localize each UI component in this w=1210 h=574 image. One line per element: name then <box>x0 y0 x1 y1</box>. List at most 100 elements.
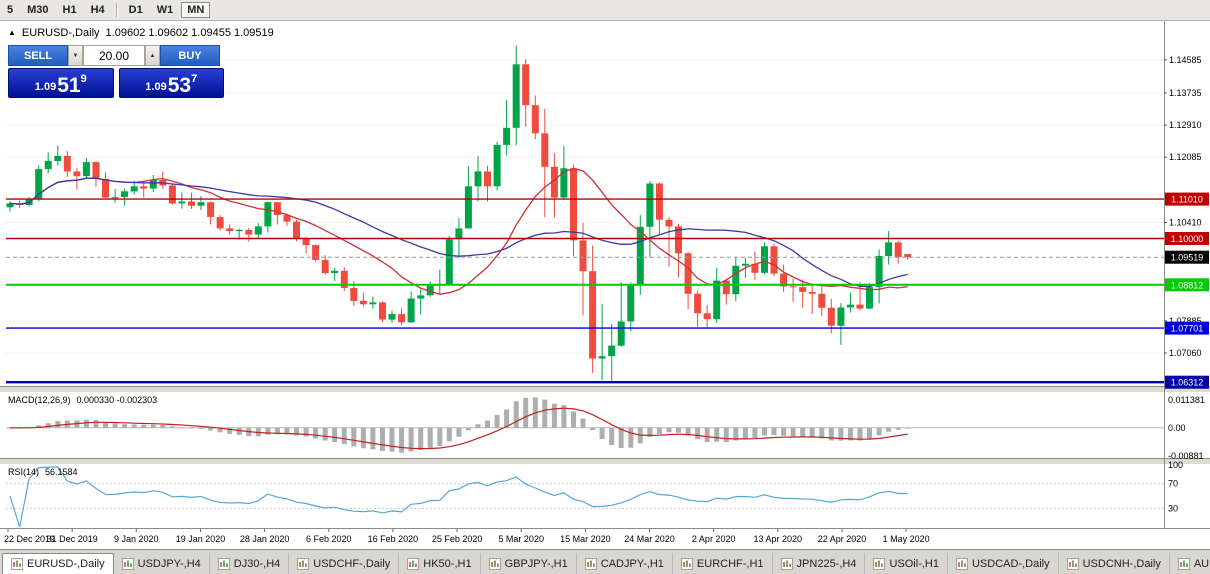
tab-label: AUDUS <box>1193 557 1210 570</box>
tab-label: JPN225-,H4 <box>796 557 857 570</box>
rsi-name: RSI(14) <box>8 467 40 477</box>
chart-tab-icon <box>780 557 793 570</box>
tab-label: CADJPY-,H1 <box>600 557 664 570</box>
tab-label: USDCHF-,Daily <box>313 557 391 570</box>
svg-text:1.12085: 1.12085 <box>1169 152 1202 162</box>
chart-title: ▲ EURUSD-,Daily 1.09602 1.09602 1.09455 … <box>8 27 274 39</box>
svg-text:1.06312: 1.06312 <box>1171 378 1204 388</box>
tab-hk50-h1[interactable]: HK50-,H1 <box>399 553 481 574</box>
svg-text:9 Jan 2020: 9 Jan 2020 <box>114 534 159 544</box>
svg-text:1.10410: 1.10410 <box>1169 218 1202 228</box>
one-click-trading-panel: SELL ▼ ▲ BUY 1.09 51 9 1.09 53 7 <box>8 45 224 98</box>
timeframe-toolbar: 5 M30 H1 H4 D1 W1 MN <box>0 0 1210 21</box>
chart-tab-icon <box>873 557 886 570</box>
svg-text:1 May 2020: 1 May 2020 <box>883 534 930 544</box>
volume-decrease-button[interactable]: ▼ <box>68 45 83 66</box>
chart-tab-icon <box>955 557 968 570</box>
tab-usdjpy-h4[interactable]: USDJPY-,H4 <box>114 553 210 574</box>
svg-text:-0.00881: -0.00881 <box>1168 451 1204 461</box>
svg-text:1.12910: 1.12910 <box>1169 120 1202 130</box>
candles-layer <box>6 45 912 381</box>
rsi-value: 56.1584 <box>45 467 78 477</box>
tab-eurusd-daily[interactable]: EURUSD-,Daily <box>2 553 114 574</box>
tab-label: USDJPY-,H4 <box>137 557 201 570</box>
timeframe-button-mn[interactable]: MN <box>181 2 211 18</box>
volume-input[interactable] <box>83 45 145 66</box>
chart-area[interactable]: 0.011381 0.00 -0.00881 100 70 30 1.14585 1.1373… <box>0 21 1210 549</box>
tab-usdcnh-daily[interactable]: USDCNH-,Daily <box>1059 553 1170 574</box>
volume-increase-button[interactable]: ▲ <box>145 45 160 66</box>
macd-signal-line <box>10 407 908 450</box>
sell-button[interactable]: SELL <box>8 45 68 66</box>
sell-price-figure: 1.09 <box>34 81 57 93</box>
chart-tabbar: EURUSD-,Daily USDJPY-,H4 DJ30-,H4 USDCHF-,D… <box>0 549 1210 574</box>
tab-eurchf-h1[interactable]: EURCHF-,H1 <box>673 553 773 574</box>
tab-jpn225-h4[interactable]: JPN225-,H4 <box>773 553 866 574</box>
timeframe-button-5[interactable]: 5 <box>7 4 14 16</box>
chart-tab-icon <box>680 557 693 570</box>
macd-name: MACD(12,26,9) <box>8 395 71 405</box>
svg-text:70: 70 <box>1168 479 1178 489</box>
svg-text:19 Jan 2020: 19 Jan 2020 <box>176 534 226 544</box>
tab-audus[interactable]: AUDUS <box>1170 553 1210 574</box>
tab-cadjpy-h1[interactable]: CADJPY-,H1 <box>577 553 673 574</box>
svg-text:1.07701: 1.07701 <box>1171 324 1204 334</box>
svg-text:100: 100 <box>1168 460 1183 470</box>
tab-usoil-h1[interactable]: USOil-,H1 <box>865 553 948 574</box>
chart-tab-icon <box>297 557 310 570</box>
volume-up-icon: ▲ <box>149 52 156 59</box>
chart-tab-icon <box>121 557 134 570</box>
tab-gbpjpy-h1[interactable]: GBPJPY-,H1 <box>481 553 577 574</box>
collapse-chart-icon[interactable]: ▲ <box>8 28 16 37</box>
timeframe-button-w1[interactable]: W1 <box>156 4 174 16</box>
chart-tab-icon <box>11 558 23 570</box>
tab-dj30-h4[interactable]: DJ30-,H4 <box>210 553 290 574</box>
sell-price-button[interactable]: 1.09 51 9 <box>8 68 114 98</box>
buy-price-pips: 53 <box>167 74 192 97</box>
svg-text:22 Dec 2019: 22 Dec 2019 <box>4 534 55 544</box>
timeframe-button-h4[interactable]: H4 <box>90 4 105 16</box>
tab-usdchf-daily[interactable]: USDCHF-,Daily <box>289 553 400 574</box>
buy-price-button[interactable]: 1.09 53 7 <box>118 68 224 98</box>
tab-usdcad-daily[interactable]: USDCAD-,Daily <box>948 553 1059 574</box>
timeframe-button-m30[interactable]: M30 <box>27 4 49 16</box>
timeframe-button-d1[interactable]: D1 <box>128 4 143 16</box>
chart-tab-icon <box>1177 557 1190 570</box>
tab-label: GBPJPY-,H1 <box>504 557 568 570</box>
buy-price-point: 7 <box>191 73 198 85</box>
svg-text:1.07885: 1.07885 <box>1169 316 1202 326</box>
chart-tab-icon <box>488 557 501 570</box>
toolbar-separator <box>115 3 118 17</box>
svg-text:31 Dec 2019: 31 Dec 2019 <box>47 534 98 544</box>
tab-label: EURUSD-,Daily <box>27 558 105 570</box>
svg-text:1.10000: 1.10000 <box>1171 234 1204 244</box>
buy-price-figure: 1.09 <box>145 81 167 93</box>
tab-label: EURCHF-,H1 <box>696 557 764 570</box>
svg-text:13 Apr 2020: 13 Apr 2020 <box>754 534 803 544</box>
svg-text:2 Apr 2020: 2 Apr 2020 <box>692 534 736 544</box>
moving-average-line <box>9 177 908 288</box>
sell-price-pips: 51 <box>57 74 81 97</box>
chart-tab-icon <box>407 557 420 570</box>
chart-tab-icon <box>1066 557 1079 570</box>
svg-text:24 Mar 2020: 24 Mar 2020 <box>624 534 675 544</box>
svg-text:1.09519: 1.09519 <box>1171 253 1204 263</box>
svg-text:1.07060: 1.07060 <box>1169 348 1202 358</box>
svg-text:6 Feb 2020: 6 Feb 2020 <box>306 534 352 544</box>
svg-text:1.08812: 1.08812 <box>1171 280 1204 290</box>
tab-label: USOil-,H1 <box>889 557 939 570</box>
svg-text:5 Mar 2020: 5 Mar 2020 <box>498 534 544 544</box>
svg-text:0.011381: 0.011381 <box>1168 395 1205 405</box>
timeframe-button-h1[interactable]: H1 <box>62 4 77 16</box>
macd-values: 0.000330 -0.002303 <box>76 395 158 405</box>
macd-histogram <box>7 397 911 453</box>
buy-button[interactable]: BUY <box>160 45 220 66</box>
svg-text:15 Mar 2020: 15 Mar 2020 <box>560 534 611 544</box>
rsi-line <box>9 466 908 528</box>
svg-text:1.13735: 1.13735 <box>1169 88 1202 98</box>
moving-average-line <box>9 167 908 295</box>
svg-text:1.11010: 1.11010 <box>1171 195 1203 205</box>
